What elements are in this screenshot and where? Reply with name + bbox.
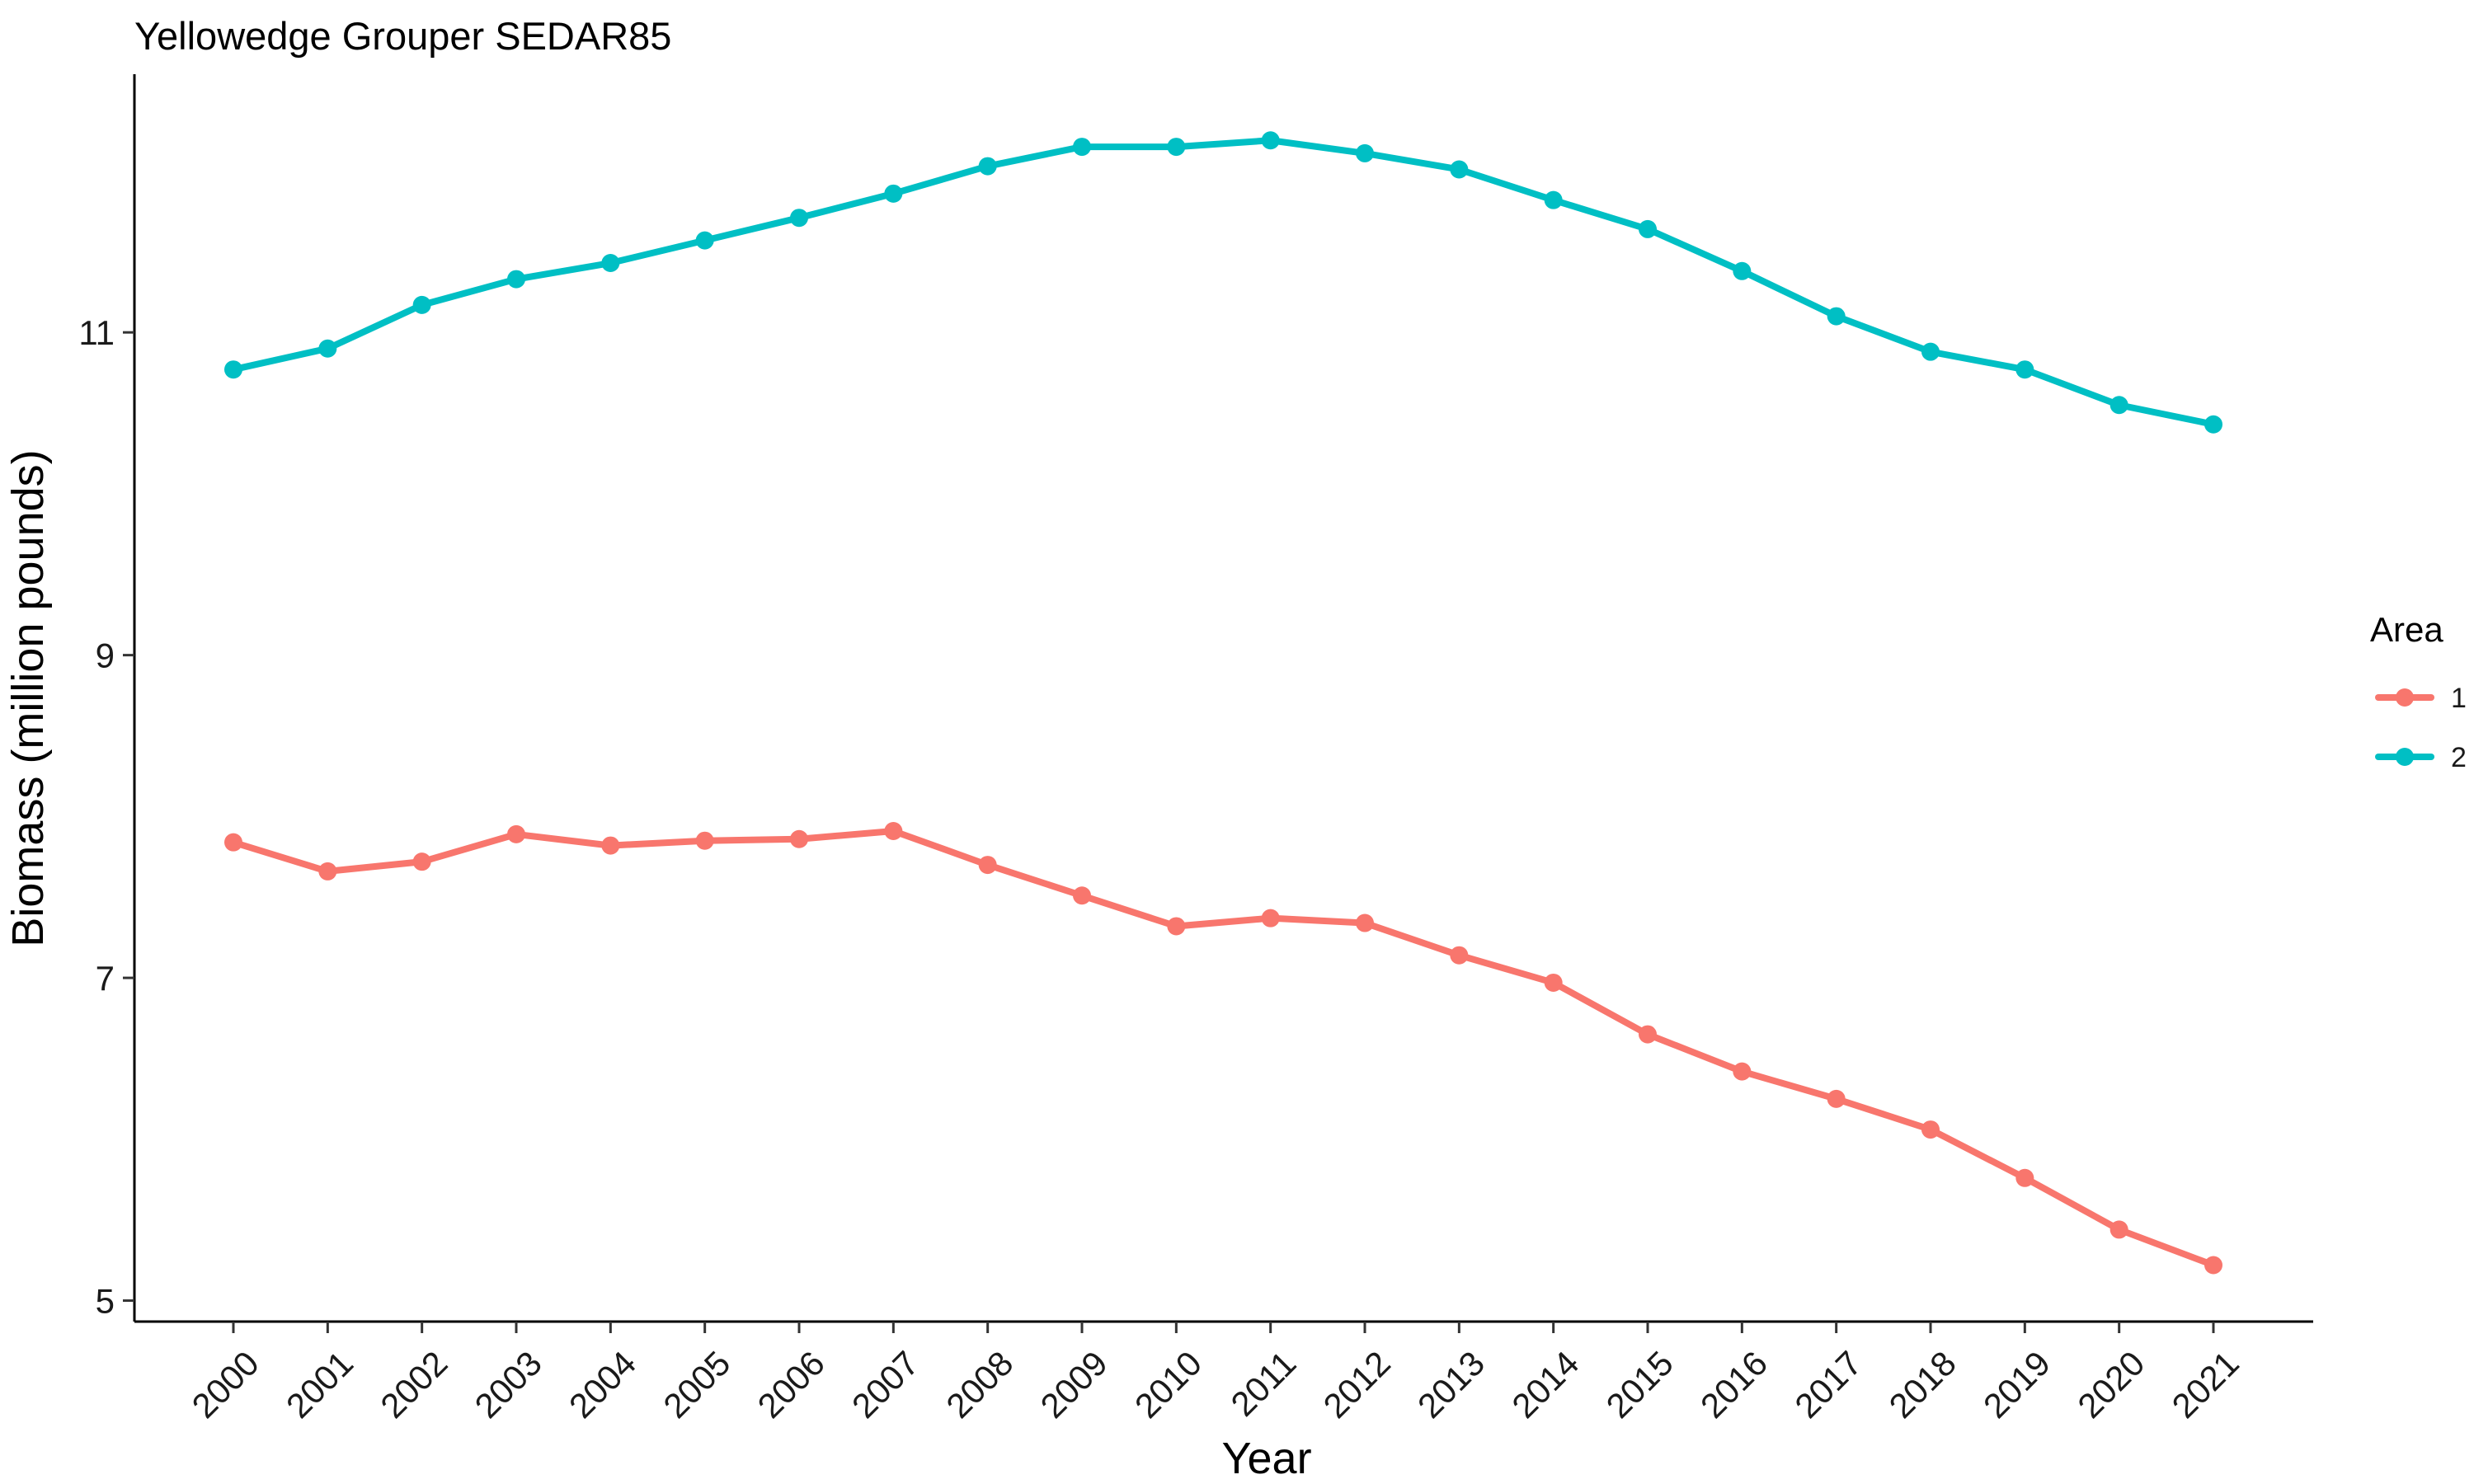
- data-point: [318, 339, 337, 358]
- data-point: [2109, 396, 2128, 415]
- data-point: [884, 821, 903, 840]
- x-tick-label: 2004: [562, 1344, 643, 1425]
- data-point: [978, 157, 997, 176]
- data-point: [1921, 1120, 1940, 1139]
- legend-label: 2: [2451, 742, 2467, 773]
- x-tick-label: 2021: [2165, 1344, 2246, 1425]
- x-tick-label: 2018: [1882, 1344, 1964, 1425]
- x-tick-label: 2020: [2070, 1344, 2152, 1425]
- series-line-area-2: [230, 137, 2217, 428]
- data-point: [1167, 917, 1186, 936]
- x-tick-label: 2001: [279, 1344, 360, 1425]
- data-point: [1073, 138, 1091, 157]
- data-point: [412, 852, 431, 871]
- data-point: [318, 862, 337, 881]
- y-axis: 5 7 9 11: [78, 74, 136, 1322]
- data-point: [601, 254, 620, 273]
- chart-title: Yellowedge Grouper SEDAR85: [134, 14, 671, 58]
- legend-title: Area: [2370, 610, 2443, 649]
- data-point: [978, 856, 997, 875]
- x-tick-label: 2005: [656, 1344, 737, 1425]
- series-line-area-1: [230, 827, 2217, 1269]
- x-tick-label: 2014: [1504, 1344, 1586, 1425]
- data-point: [507, 270, 525, 289]
- legend-key-point: [2396, 688, 2414, 707]
- data-point: [224, 833, 242, 852]
- data-point: [695, 831, 714, 850]
- x-tick-label: 2019: [1976, 1344, 2058, 1425]
- x-tick-label: 2012: [1316, 1344, 1398, 1425]
- data-point: [2015, 360, 2034, 379]
- x-axis: 2000 2001 2002 2003 2004 2005 2006 2007 2008 2009…: [134, 1320, 2313, 1425]
- x-axis-title: Year: [1221, 1434, 1311, 1483]
- x-tick-label: 2017: [1787, 1344, 1869, 1425]
- y-tick-label: 11: [78, 313, 115, 352]
- x-tick-label: 2016: [1693, 1344, 1775, 1425]
- y-tick-label: 7: [96, 959, 115, 998]
- data-point: [1073, 886, 1091, 905]
- x-tick-label: 2000: [185, 1344, 266, 1425]
- x-tick-label: 2003: [468, 1344, 549, 1425]
- data-point: [2204, 415, 2222, 434]
- y-tick-label: 9: [96, 636, 115, 675]
- x-tick-label: 2010: [1127, 1344, 1209, 1425]
- x-tick-label: 2008: [938, 1344, 1020, 1425]
- data-point: [2109, 1220, 2128, 1239]
- data-point: [695, 231, 714, 250]
- data-point: [790, 829, 808, 848]
- legend-key-point: [2396, 748, 2414, 766]
- data-point: [1450, 160, 1469, 179]
- legend: Area 1 2: [2370, 610, 2467, 773]
- data-point: [1639, 219, 1657, 238]
- data-point: [1356, 143, 1374, 162]
- x-tick-label: 2007: [844, 1344, 926, 1425]
- legend-label: 1: [2451, 683, 2467, 714]
- data-point: [601, 836, 620, 855]
- data-point: [1921, 342, 1940, 361]
- data-point: [1733, 1062, 1752, 1081]
- data-point: [1827, 307, 1846, 326]
- data-point: [412, 295, 431, 314]
- data-point: [1544, 190, 1563, 209]
- x-tick-label: 2015: [1599, 1344, 1681, 1425]
- data-point: [507, 824, 525, 843]
- x-tick-label: 2002: [373, 1344, 454, 1425]
- plot-area: [224, 131, 2222, 1275]
- data-point: [1639, 1025, 1657, 1044]
- data-point: [1356, 913, 1374, 932]
- data-point: [2015, 1168, 2034, 1187]
- data-point: [1167, 138, 1186, 157]
- y-tick-label: 5: [96, 1282, 115, 1321]
- x-tick-label: 2011: [1223, 1344, 1303, 1424]
- data-point: [1261, 131, 1280, 150]
- data-point: [224, 360, 242, 379]
- y-axis-title: Biomass (million pounds): [3, 449, 53, 946]
- x-tick-label: 2009: [1033, 1344, 1115, 1425]
- data-point: [1733, 261, 1752, 280]
- data-point: [884, 184, 903, 203]
- data-point: [1827, 1089, 1846, 1108]
- data-point: [1544, 973, 1563, 992]
- x-tick-label: 2006: [750, 1344, 832, 1425]
- data-point: [1450, 946, 1469, 965]
- x-tick-label: 2013: [1410, 1344, 1492, 1425]
- data-point: [1261, 909, 1280, 928]
- data-point: [2204, 1256, 2222, 1275]
- data-point: [790, 209, 808, 228]
